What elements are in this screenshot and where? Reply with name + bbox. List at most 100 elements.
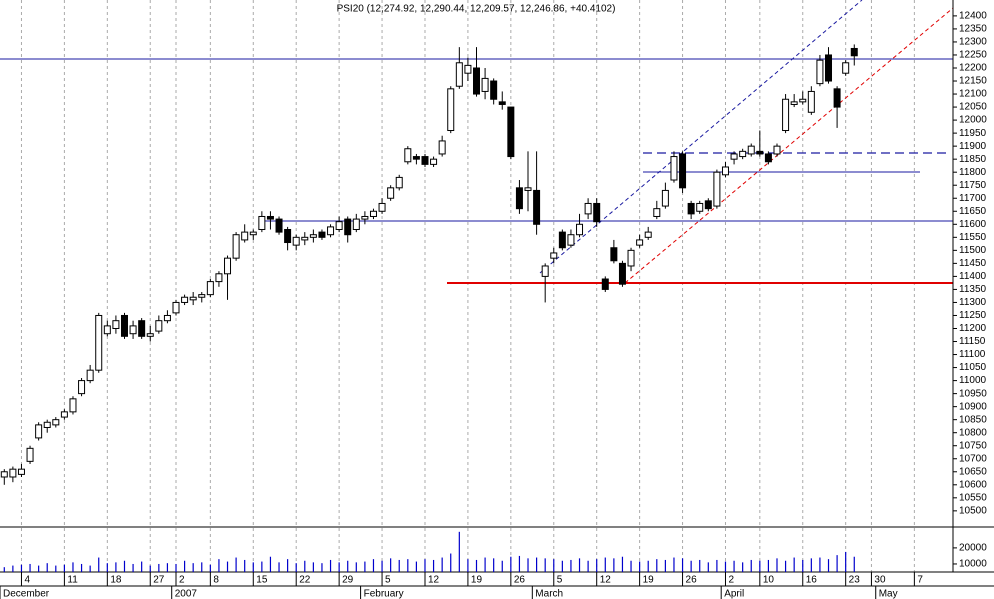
y-tick-label: 11750 [959,180,987,191]
candle-body [60,411,68,418]
candle-body [567,234,575,246]
candle-body [782,98,790,132]
y-tick-label: 11050 [959,362,987,373]
x-tick-label: 7 [917,575,923,586]
candle-body [344,218,352,236]
candle-body [129,325,137,335]
y-tick-label: 10750 [959,440,987,451]
candle-body [807,90,815,113]
y-tick-label: 11800 [959,167,987,178]
candle-body [138,320,146,337]
candle-body [799,98,807,103]
candle-body [825,54,833,82]
candle-body [558,231,566,249]
candle-body [78,380,86,395]
candle-body [850,47,858,57]
candle-body [412,156,420,160]
candle-body [232,234,240,259]
x-tick-label: 5 [385,575,391,586]
candle-body [447,88,455,132]
candle-body [627,249,635,267]
candle-body [198,294,206,298]
x-tick-label: 10 [763,575,775,586]
x-tick-label: 8 [213,575,219,586]
candle-body [764,153,772,163]
candle-body [95,314,103,371]
x-tick-label: 12 [600,575,612,586]
y-tick-label: 10650 [959,466,987,477]
candle-body [498,101,506,105]
candle-body [739,150,747,158]
candle-body [481,77,489,92]
candle-body [421,156,429,165]
candle-body [215,273,223,283]
chart-title: PSI20 (12,274.92, 12,290.44, 12,209.57, … [337,4,616,15]
x-tick-label: 26 [514,575,526,586]
candle-body [249,231,257,236]
candle-body [507,106,515,158]
candle-body [679,153,687,189]
x-tick-label: 19 [643,575,655,586]
x-tick-label: 19 [471,575,483,586]
y-tick-label: 11550 [959,232,987,243]
y-tick-label: 11850 [959,154,987,165]
candle-body [833,88,841,108]
candle-body [43,421,51,428]
candle-body [756,150,764,155]
y-tick-label: 12050 [959,102,987,113]
candle-body [241,231,249,241]
y-tick-label: 11400 [959,271,987,282]
y-tick-label: 12300 [959,37,987,48]
x-tick-label: 23 [849,575,861,586]
candle-body [189,296,197,301]
candle-body [533,189,541,225]
candle-body [430,158,438,165]
y-tick-label: 11350 [959,284,987,295]
candle-body [378,202,386,212]
candle-body [661,189,669,207]
month-label: 2007 [175,589,198,599]
candle-body [361,215,369,220]
candle-body [327,226,335,236]
candle-body [292,236,300,246]
month-label: December [3,589,50,599]
y-tick-label: 10950 [959,388,987,399]
y-tick-label: 11950 [959,128,987,139]
candle-body [26,447,34,462]
candle-body [52,419,60,426]
y-tick-label: 10550 [959,492,987,503]
candle-body [86,369,94,382]
candle-body [172,301,180,314]
candle-body [395,176,403,189]
x-tick-label: 16 [806,575,818,586]
candle-body [455,62,463,87]
y-tick-label: 12400 [959,11,987,22]
y-tick-label: 11100 [959,349,986,360]
candle-body [335,221,343,231]
candle-body [258,215,266,231]
y-tick-label: 11000 [959,375,987,386]
candle-body [318,231,326,238]
y-tick-label: 11250 [959,310,987,321]
candle-body [438,140,446,155]
candle-body [224,257,232,275]
x-tick-label: 11 [67,575,78,586]
candle-body [730,153,738,160]
x-tick-label: 18 [110,575,122,586]
candle-body [515,187,523,210]
candle-body [541,265,549,277]
candle-body [610,247,618,262]
candle-body [593,202,601,223]
candle-body [120,314,128,337]
y-tick-label: 10700 [959,453,987,464]
candle-body [576,223,584,236]
x-tick-label: 12 [428,575,440,586]
x-tick-label: 2 [179,575,185,586]
y-tick-label: 12150 [959,76,987,87]
upper-trend-line [539,0,863,274]
candle-body [584,202,592,215]
candle-body [369,210,377,217]
volume-tick-label: 10000 [959,559,987,570]
candle-body [181,296,189,303]
